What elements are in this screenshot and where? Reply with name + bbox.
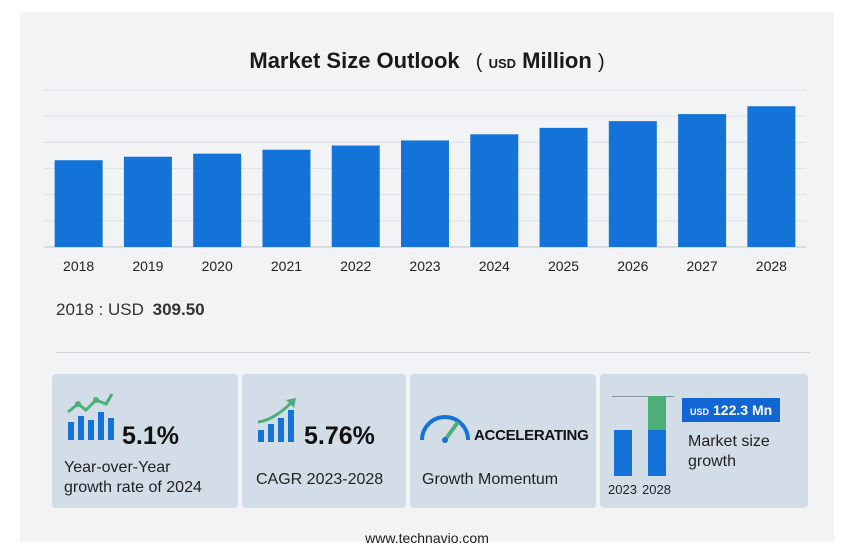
- x-tick-label: 2028: [756, 258, 787, 274]
- x-tick-label: 2027: [687, 258, 718, 274]
- base-year-label: 2018 : USD: [56, 300, 144, 319]
- cagr-chart-icon: [257, 398, 296, 442]
- mini-bar-start: [614, 430, 632, 476]
- growth-badge-unit: USD: [690, 407, 710, 417]
- yoy-desc-line1: Year-over-Year: [64, 459, 171, 476]
- x-tick-label: 2026: [617, 258, 648, 274]
- x-tick-label: 2020: [202, 258, 233, 274]
- cagr-card: 5.76% CAGR 2023-2028: [242, 374, 406, 508]
- unit-scale: Million: [522, 48, 592, 73]
- growth-card: 2023 2028 USD 122.3 Mn Market size growth: [600, 374, 808, 508]
- chart-title: Market Size Outlook ( USD Million ): [20, 48, 834, 74]
- x-tick-label: 2019: [132, 258, 163, 274]
- mini-bar-end: [648, 430, 666, 476]
- bar-2023: [401, 140, 449, 247]
- bar-2021: [262, 149, 311, 247]
- x-tick-label: 2023: [409, 258, 440, 274]
- x-tick-label: 2025: [548, 258, 579, 274]
- growth-chart-icon: [67, 393, 114, 440]
- x-tick-label: 2022: [340, 258, 371, 274]
- bar-2020: [193, 153, 242, 247]
- base-year-note: 2018 : USD 309.50: [56, 300, 205, 320]
- divider: [56, 352, 810, 353]
- bar-2026: [608, 121, 657, 247]
- bar-2019: [123, 156, 172, 247]
- unit-currency: USD: [488, 56, 517, 71]
- speedometer-icon: [420, 415, 470, 443]
- momentum-card: ACCELERATING Growth Momentum: [410, 374, 596, 508]
- x-tick-label: 2024: [479, 258, 510, 274]
- base-year-value: 309.50: [152, 300, 205, 319]
- yoy-desc-line2: growth rate of 2024: [64, 479, 202, 496]
- bar-2022: [331, 145, 380, 247]
- momentum-value: ACCELERATING: [474, 427, 589, 444]
- momentum-desc: Growth Momentum: [422, 471, 559, 488]
- yoy-card: 5.1% Year-over-Year growth rate of 2024: [52, 374, 238, 508]
- cagr-value: 5.76%: [304, 422, 375, 450]
- mini-year-end: 2028: [642, 482, 671, 497]
- bar-chart: 2018 2019 2020 2021 2022 2023 2024 2025 2026 2027…: [44, 89, 806, 274]
- growth-desc-line1: Market size: [688, 433, 770, 450]
- bar-2028: [747, 106, 796, 247]
- title-text: Market Size Outlook: [249, 48, 460, 73]
- unit-close-paren: ): [597, 51, 605, 73]
- mini-chart-baseline: [612, 396, 674, 397]
- infographic-canvas: Market Size Outlook ( USD Million ) 2018…: [20, 12, 834, 546]
- source-footer: www.technavio.com: [365, 530, 489, 546]
- yoy-value: 5.1%: [122, 422, 179, 450]
- cagr-desc: CAGR 2023-2028: [256, 471, 384, 488]
- mini-bar-growth: [648, 396, 666, 430]
- bar-2018: [54, 160, 103, 247]
- bar-2024: [470, 134, 519, 247]
- growth-badge: USD 122.3 Mn: [682, 398, 781, 422]
- bar-2025: [539, 127, 588, 247]
- growth-badge-value: 122.3 Mn: [713, 402, 773, 418]
- x-tick-label: 2018: [63, 258, 94, 274]
- bar-2027: [678, 114, 727, 247]
- x-tick-label: 2021: [271, 258, 302, 274]
- growth-desc-line2: growth: [688, 453, 737, 470]
- mini-year-start: 2023: [608, 482, 637, 497]
- unit-open-paren: (: [475, 51, 483, 73]
